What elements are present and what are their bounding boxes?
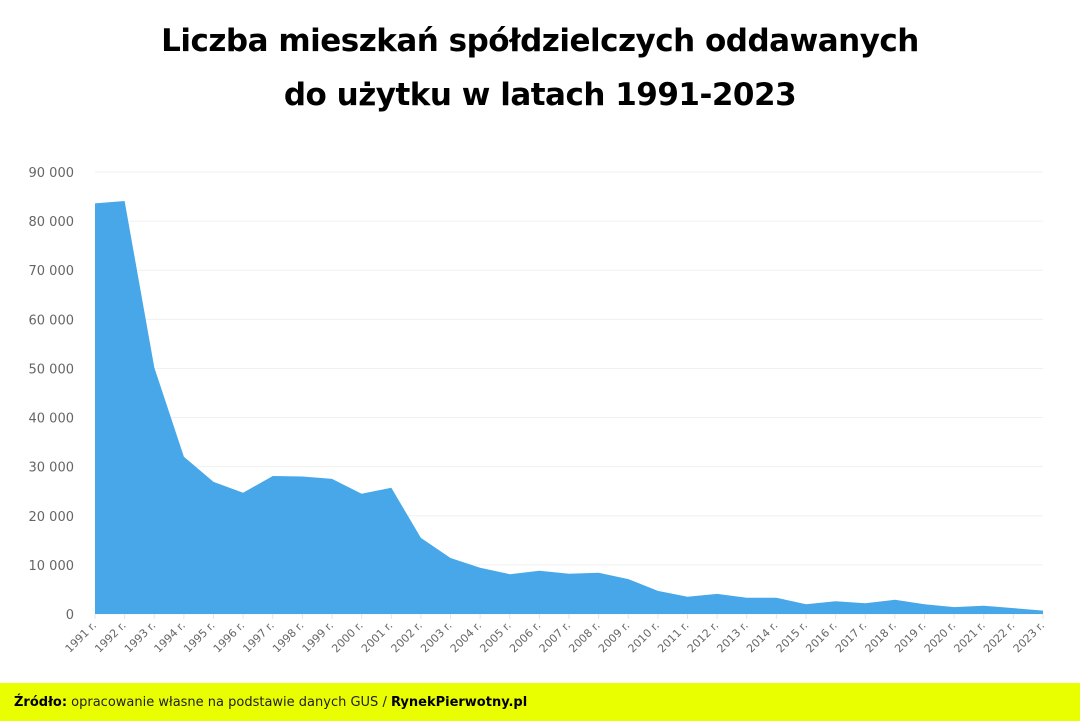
x-tick-label: 2000 r. xyxy=(329,619,365,655)
x-tick-label: 1996 r. xyxy=(211,619,247,655)
x-tick-label: 2001 r. xyxy=(359,619,395,655)
brand-name: RynekPierwotny.pl xyxy=(390,694,528,710)
x-tick-label: 2021 r. xyxy=(951,619,987,655)
x-tick-label: 2018 r. xyxy=(863,619,899,655)
x-tick-label: 1999 r. xyxy=(300,619,336,655)
x-tick-label: 2022 r. xyxy=(981,619,1017,655)
x-tick-label: 2023 r. xyxy=(1011,619,1047,655)
x-tick-label: 2011 r. xyxy=(655,619,691,655)
data-area xyxy=(95,201,1043,614)
x-tick-label: 2009 r. xyxy=(596,619,632,655)
x-tick-label: 2014 r. xyxy=(744,619,780,655)
y-tick-label: 0 xyxy=(66,608,74,623)
x-tick-label: 2004 r. xyxy=(448,619,484,655)
source-label: Źródło: xyxy=(14,694,68,710)
y-tick-label: 80 000 xyxy=(29,215,75,230)
x-tick-label: 2013 r. xyxy=(714,619,750,655)
x-tick-label: 1993 r. xyxy=(122,619,158,655)
y-tick-label: 60 000 xyxy=(29,313,75,328)
source-text: opracowanie własne na podstawie danych G… xyxy=(67,694,391,710)
y-tick-label: 20 000 xyxy=(29,510,75,525)
x-tick-label: 2019 r. xyxy=(892,619,928,655)
x-tick-label: 1991 r. xyxy=(63,619,99,655)
source-footer: Źródło: opracowanie własne na podstawie … xyxy=(0,683,1080,721)
chart-title-line-1: Liczba mieszkań spółdzielczych oddawanyc… xyxy=(161,23,919,59)
x-tick-label: 2020 r. xyxy=(922,619,958,655)
chart-title-line-2: do użytku w latach 1991-2023 xyxy=(283,77,797,113)
x-tick-label: 2017 r. xyxy=(833,619,869,655)
x-tick-label: 1992 r. xyxy=(92,619,128,655)
x-tick-label: 1997 r. xyxy=(240,619,276,655)
x-tick-label: 2005 r. xyxy=(477,619,513,655)
y-tick-label: 50 000 xyxy=(29,362,75,377)
y-tick-label: 70 000 xyxy=(29,264,75,279)
y-tick-label: 10 000 xyxy=(29,559,75,574)
x-tick-label: 1998 r. xyxy=(270,619,306,655)
y-axis: 0 10 000 20 000 30 000 40 000 50 000 60 000 70 … xyxy=(29,166,75,623)
area-chart: 0 10 000 20 000 30 000 40 000 50 000 60 000 70 … xyxy=(29,166,1048,655)
x-axis: 1991 r.1992 r.1993 r.1994 r.1995 r.1996 … xyxy=(63,614,1047,655)
x-tick-label: 2012 r. xyxy=(685,619,721,655)
x-tick-label: 2002 r. xyxy=(389,619,425,655)
x-tick-label: 1994 r. xyxy=(152,619,188,655)
x-tick-label: 2006 r. xyxy=(507,619,543,655)
x-tick-label: 1995 r. xyxy=(181,619,217,655)
x-tick-label: 2007 r. xyxy=(537,619,573,655)
x-tick-label: 2016 r. xyxy=(803,619,839,655)
y-tick-label: 40 000 xyxy=(29,412,75,427)
x-tick-label: 2003 r. xyxy=(418,619,454,655)
source-note: Źródło: opracowanie własne na podstawie … xyxy=(14,695,527,710)
y-tick-label: 90 000 xyxy=(29,166,75,181)
x-tick-label: 2008 r. xyxy=(566,619,602,655)
x-tick-label: 2015 r. xyxy=(774,619,810,655)
x-tick-label: 2010 r. xyxy=(626,619,662,655)
y-tick-label: 30 000 xyxy=(29,461,75,476)
chart-title: Liczba mieszkań spółdzielczych oddawanyc… xyxy=(0,14,1080,122)
